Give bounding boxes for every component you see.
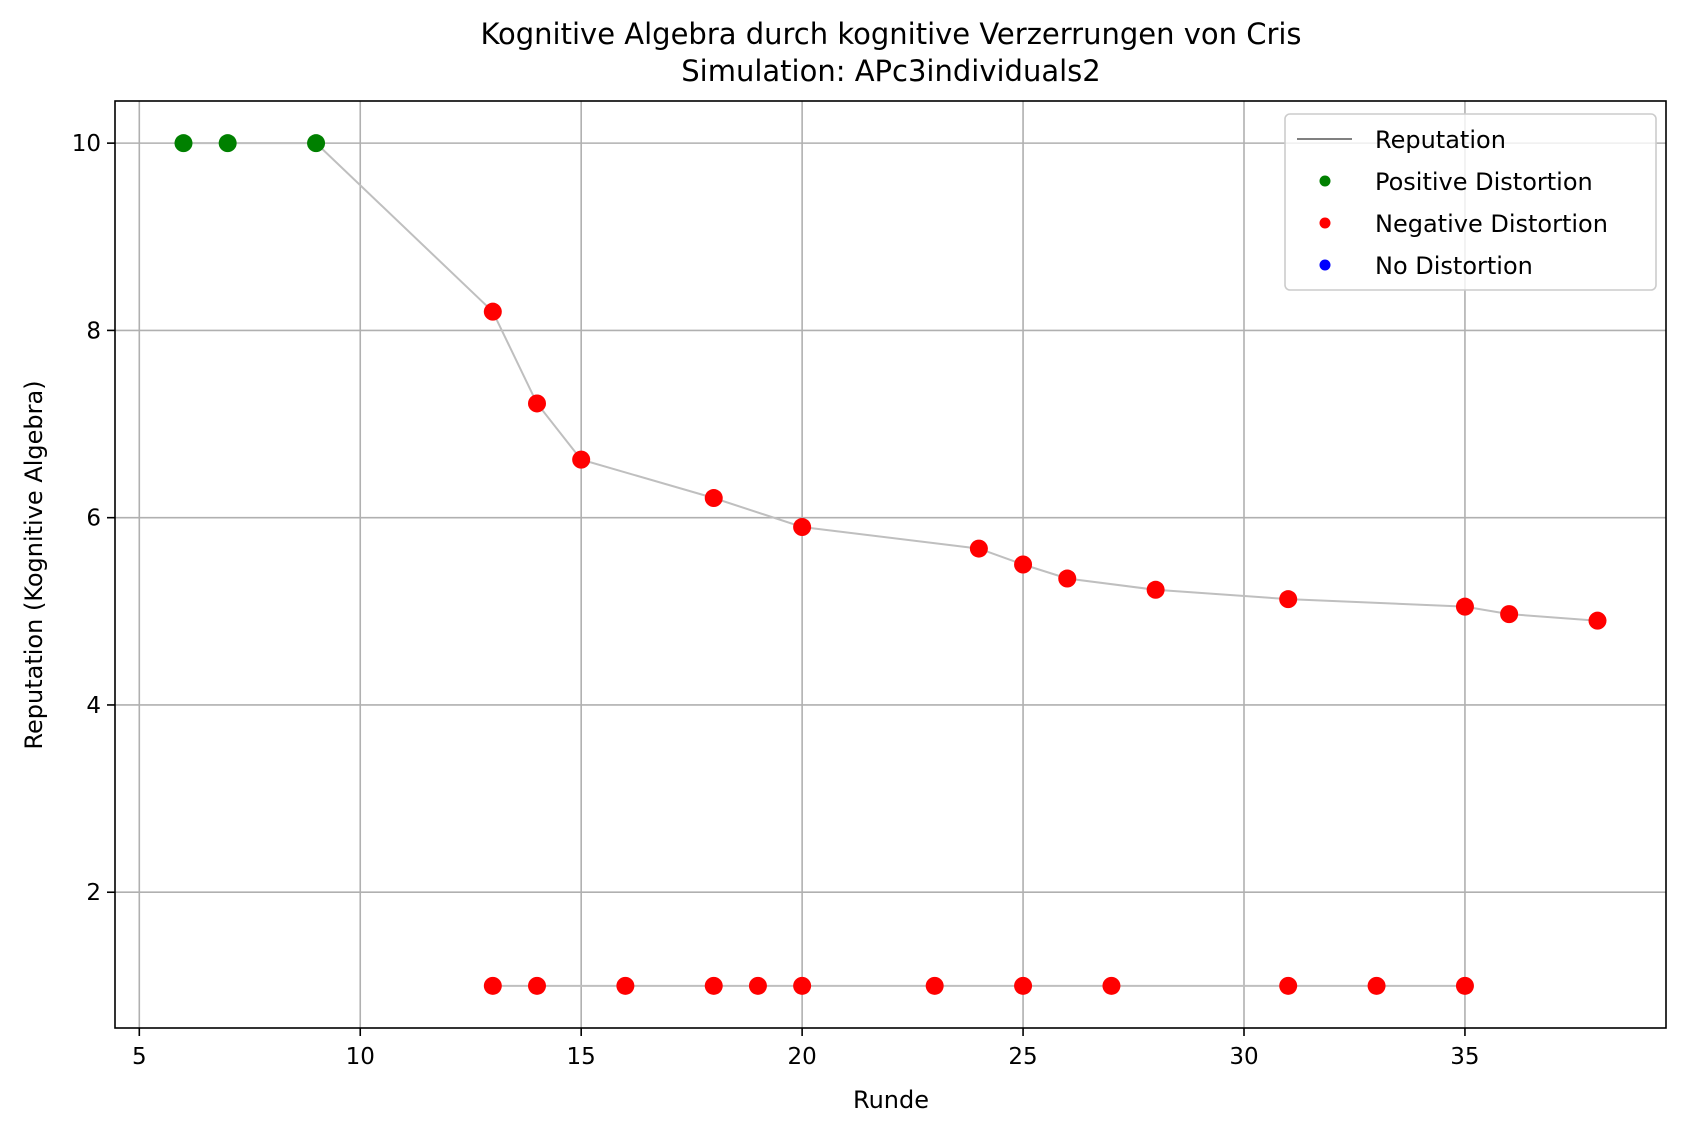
positive-distortion-point	[307, 134, 326, 153]
reputation-line-1	[183, 142, 1598, 622]
y-tick-label: 6	[86, 506, 101, 532]
positive-distortion-point	[174, 134, 193, 153]
negative-distortion-point	[483, 302, 502, 321]
y-tick-label: 4	[86, 693, 101, 719]
negative-distortion-point	[793, 976, 812, 995]
legend-label: Positive Distortion	[1375, 168, 1593, 196]
x-tick-label: 10	[346, 1044, 375, 1070]
legend: Reputation Positive Distortion Negative Di…	[1284, 113, 1657, 291]
legend-label: Negative Distortion	[1375, 210, 1608, 238]
y-tick-label: 8	[86, 318, 101, 344]
negative-distortion-point	[925, 976, 944, 995]
x-tick-label: 5	[132, 1044, 147, 1070]
legend-label: No Distortion	[1375, 252, 1533, 280]
negative-distortion-point	[748, 976, 767, 995]
negative-distortion-point	[1367, 976, 1386, 995]
y-tick-label: 10	[72, 131, 101, 157]
chart-title: Kognitive Algebra durch kognitive Verzer…	[480, 17, 1301, 51]
negative-distortion-point	[572, 450, 591, 469]
legend-frame	[1284, 113, 1657, 291]
x-axis-label: Runde	[853, 1086, 929, 1114]
legend-swatch-marker	[1319, 217, 1331, 229]
chart-subtitle: Simulation: APc3individuals2	[681, 54, 1100, 88]
negative-distortion-point	[793, 518, 812, 537]
negative-distortion-point	[704, 976, 723, 995]
x-tick-label: 20	[787, 1044, 816, 1070]
axis-ticks: 5 10 15 20 25 30 35 2 4 6 8 10	[72, 131, 1480, 1070]
negative-distortion-point	[1455, 597, 1474, 616]
positive-distortion-point	[218, 134, 237, 153]
negative-distortion-point	[704, 489, 723, 508]
negative-distortion-point	[527, 976, 546, 995]
plot-frame	[114, 100, 1667, 1029]
negative-distortion-point	[1279, 590, 1298, 609]
negative-distortion-point	[1588, 611, 1607, 630]
x-tick-label: 30	[1229, 1044, 1258, 1070]
negative-distortion-point	[527, 394, 546, 413]
negative-distortion-point	[969, 539, 988, 558]
legend-swatch-marker	[1319, 259, 1331, 271]
x-tick-label: 35	[1450, 1044, 1479, 1070]
negative-distortion-point	[616, 976, 635, 995]
negative-distortion-point	[1455, 976, 1474, 995]
negative-distortion-point	[1146, 580, 1165, 599]
series	[174, 134, 1607, 995]
negative-distortion-point	[483, 976, 502, 995]
negative-distortion-point	[1014, 976, 1033, 995]
negative-distortion-point	[1102, 976, 1121, 995]
negative-distortion-point	[1500, 605, 1519, 624]
legend-label: Reputation	[1375, 126, 1506, 154]
y-axis-label: Reputation (Kognitive Algebra)	[20, 380, 48, 749]
negative-distortion-point	[1279, 976, 1298, 995]
negative-distortion-point	[1058, 569, 1077, 588]
legend-swatch-marker	[1319, 175, 1331, 187]
y-tick-label: 2	[86, 880, 101, 906]
negative-distortion-point	[1014, 555, 1033, 574]
x-tick-label: 25	[1008, 1044, 1037, 1070]
x-tick-label: 15	[567, 1044, 596, 1070]
